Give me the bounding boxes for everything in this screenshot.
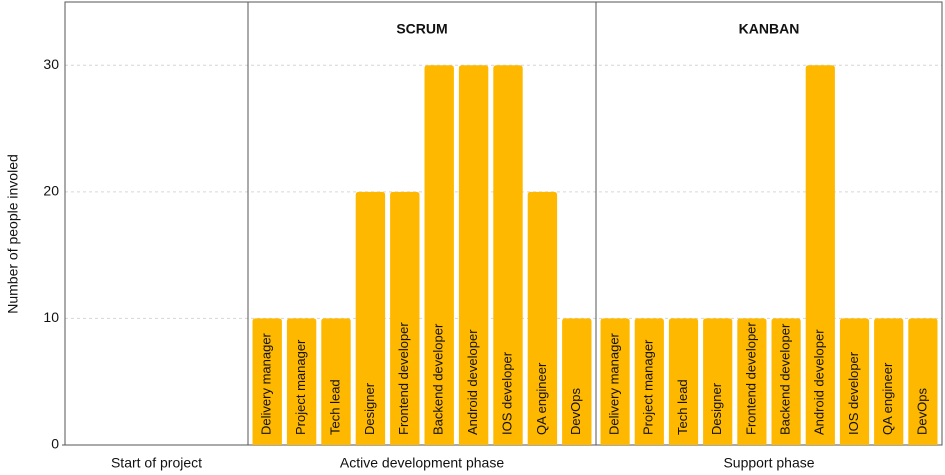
bar — [908, 318, 938, 445]
bar-label: IOS developer — [846, 351, 861, 435]
y-tick-label: 0 — [51, 436, 59, 452]
x-tick-label: Active development phase — [340, 455, 504, 471]
bar — [390, 191, 420, 445]
bar — [286, 318, 317, 445]
bar-label: Tech lead — [675, 379, 690, 435]
bar — [874, 318, 904, 445]
bar-label: Designer — [362, 382, 377, 435]
bar-label: QA engineer — [534, 362, 549, 435]
bar — [321, 318, 351, 445]
phase-method: KANBAN — [739, 21, 800, 37]
bar-label: Backend developer — [431, 323, 446, 435]
bar — [703, 318, 733, 445]
y-axis-label: Number of people involed — [5, 154, 21, 314]
bar — [839, 318, 870, 445]
bar — [252, 318, 282, 445]
x-tick-label: Start of project — [111, 455, 202, 471]
bar-label: Tech lead — [327, 379, 342, 435]
phase-frame — [64, 1, 249, 446]
bar-label: Backend developer — [778, 323, 793, 435]
y-tick-label: 20 — [43, 183, 59, 199]
bar-label: DevOps — [568, 388, 583, 435]
bar — [355, 191, 386, 445]
phase-method: SCRUM — [396, 21, 447, 37]
bar — [493, 65, 523, 446]
bar — [805, 65, 835, 446]
bar — [424, 65, 454, 446]
bar-label: Project manager — [293, 339, 308, 435]
bar — [737, 318, 767, 445]
bar-label: Delivery manager — [259, 332, 274, 435]
bar — [458, 65, 489, 446]
bar-label: QA engineer — [880, 362, 895, 435]
bar-label: DevOps — [914, 388, 929, 435]
bar-label: Frontend developer — [396, 322, 411, 435]
bar — [600, 318, 630, 445]
bar — [634, 318, 664, 445]
bar — [527, 191, 558, 445]
bar-label: Project manager — [641, 339, 656, 435]
bar-label: Designer — [709, 382, 724, 435]
phase-frame — [595, 1, 943, 446]
bar — [562, 318, 592, 445]
y-tick-label: 30 — [43, 56, 59, 72]
y-tick-label: 10 — [43, 309, 59, 325]
bar-label: Android developer — [465, 329, 480, 435]
bar-label: Delivery manager — [607, 332, 622, 435]
bar-label: Android developer — [812, 329, 827, 435]
bar-label: IOS developer — [499, 351, 514, 435]
bar — [771, 318, 801, 445]
bar-label: Frontend developer — [743, 322, 758, 435]
x-tick-label: Support phase — [723, 455, 814, 471]
bar — [668, 318, 699, 445]
